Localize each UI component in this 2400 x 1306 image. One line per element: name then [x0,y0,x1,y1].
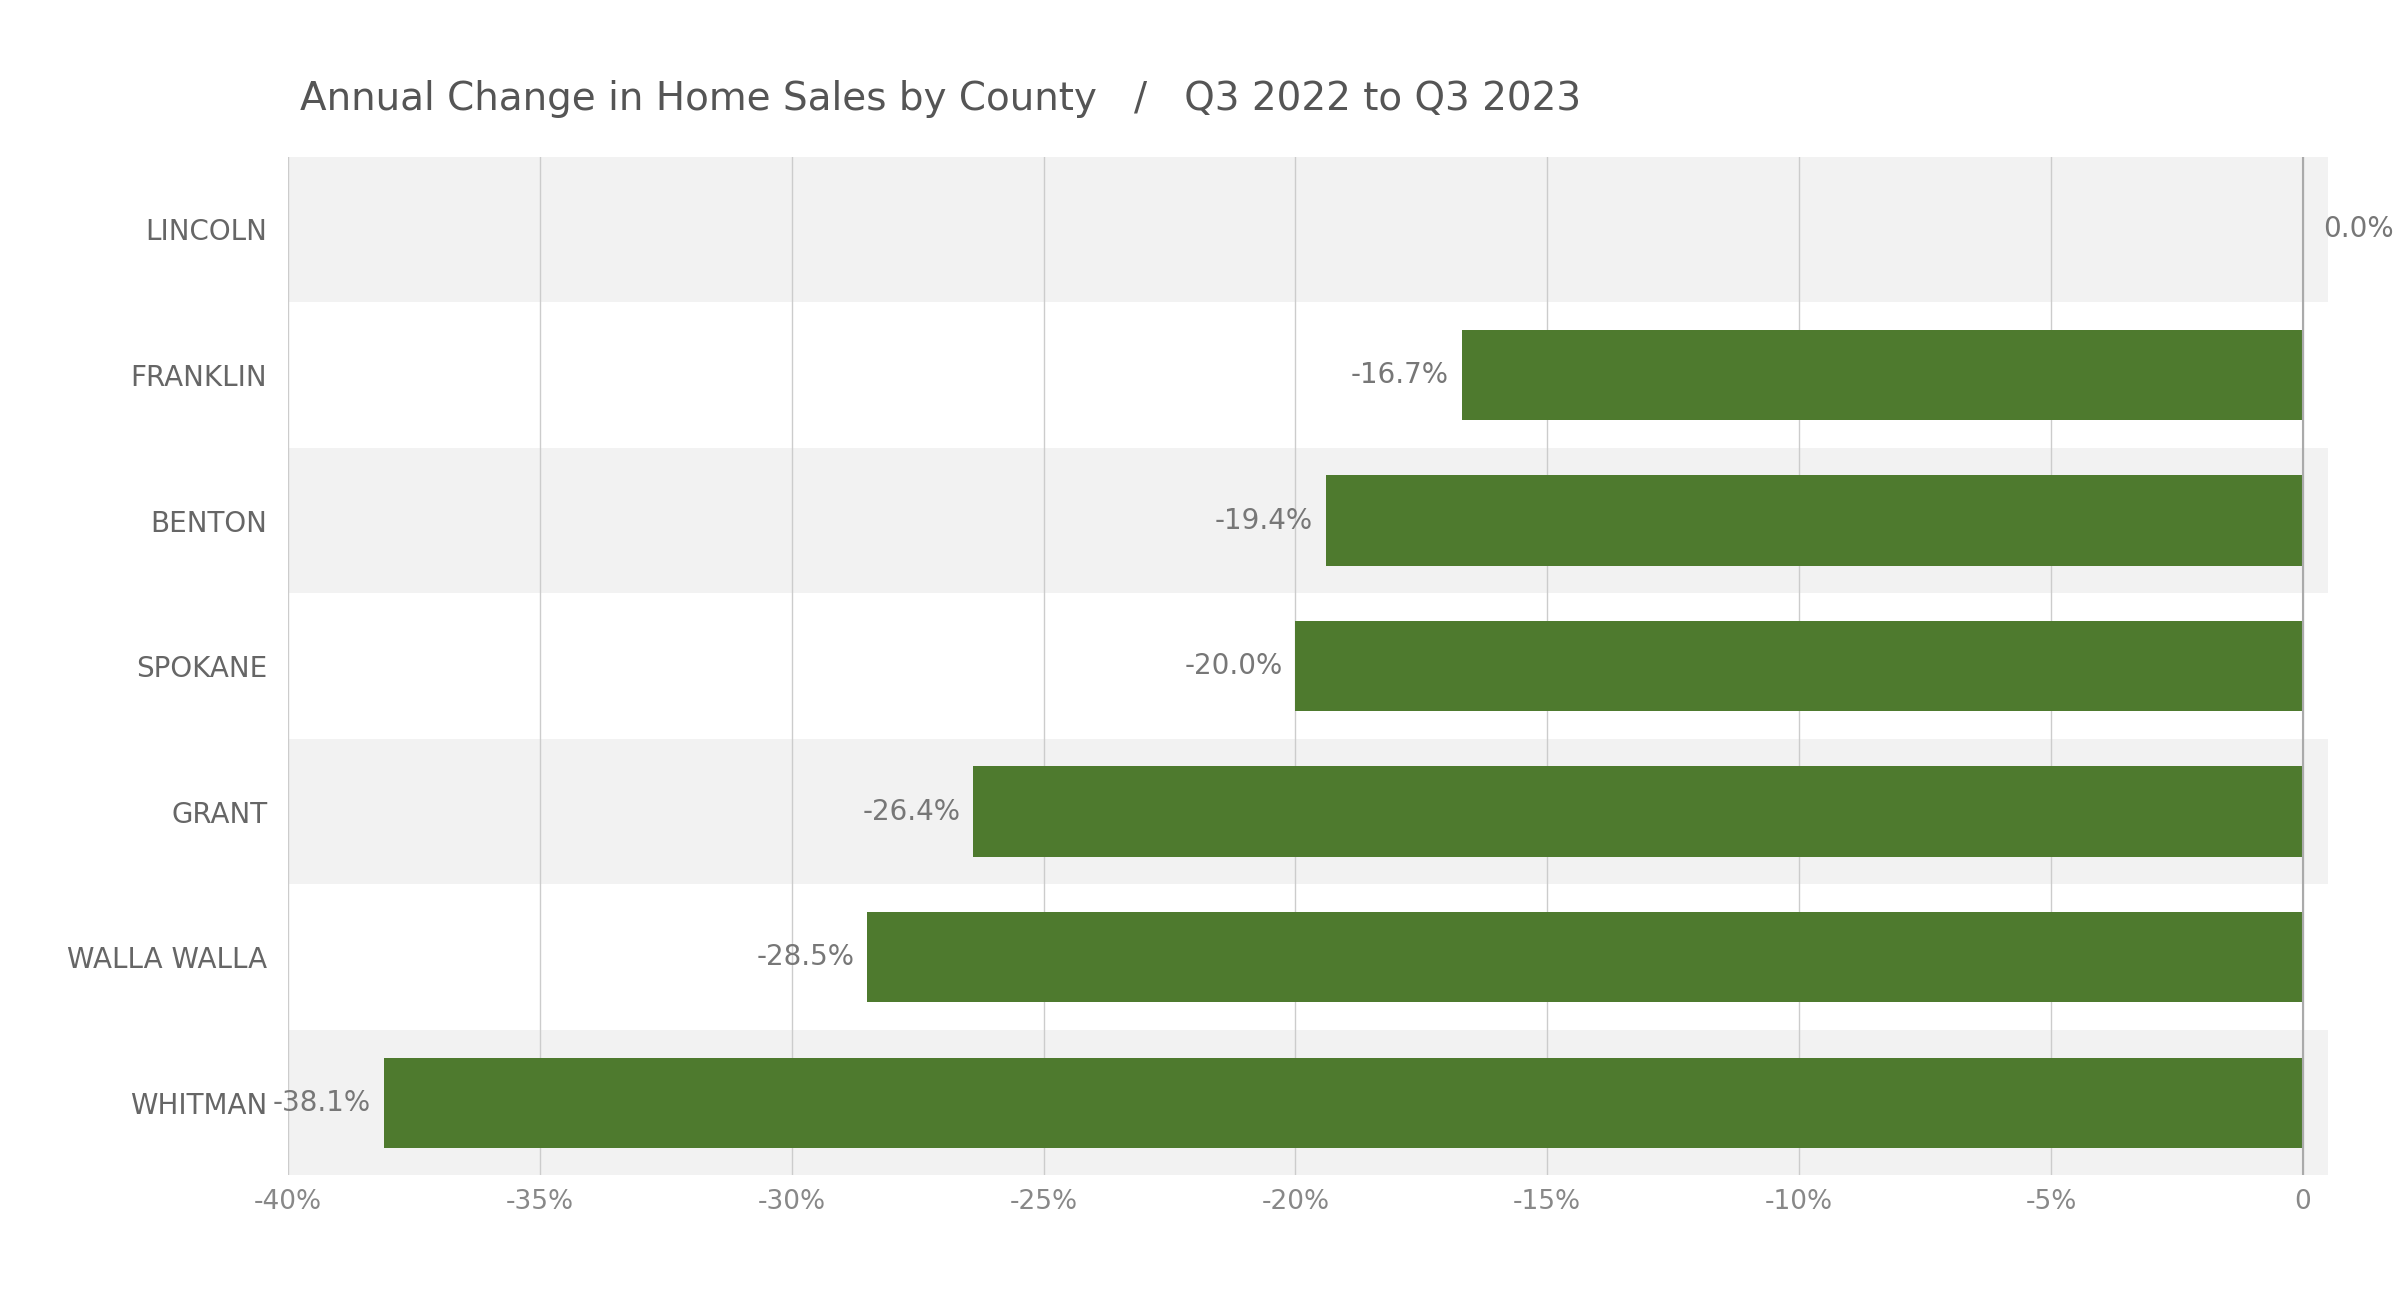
Text: -16.7%: -16.7% [1351,360,1450,389]
Bar [384,1058,2304,1148]
Bar [1296,620,2304,712]
Text: 0.0%: 0.0% [2323,215,2393,243]
Bar [1325,475,2304,565]
Text: -20.0%: -20.0% [1186,652,1284,680]
Bar [288,884,2328,1030]
Bar [866,912,2304,1002]
Bar [288,302,2328,448]
Bar [1462,330,2304,421]
Text: -26.4%: -26.4% [862,798,960,825]
Bar [288,739,2328,884]
Text: -19.4%: -19.4% [1214,507,1313,534]
Text: -28.5%: -28.5% [756,943,854,972]
Bar [972,767,2304,857]
Bar [288,448,2328,593]
Bar [288,593,2328,739]
Bar [288,157,2328,302]
Text: -38.1%: -38.1% [274,1089,372,1117]
Text: Annual Change in Home Sales by County   /   Q3 2022 to Q3 2023: Annual Change in Home Sales by County / … [300,80,1582,118]
Bar [288,1030,2328,1175]
